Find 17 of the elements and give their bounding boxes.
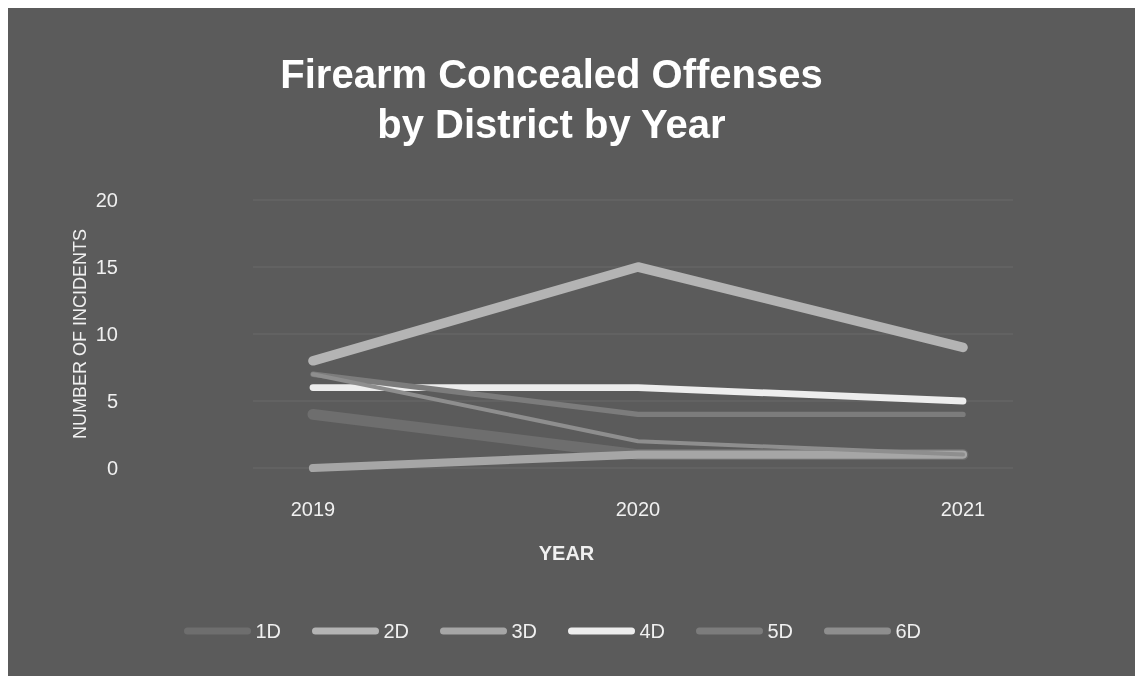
x-tick-label: 2021 [940,498,986,520]
x-tick-label: 2019 [290,498,336,520]
y-tick-label: 10 [95,323,118,345]
y-tick-label: 15 [95,256,118,278]
x-tick-label: 2020 [615,498,661,520]
y-tick-label: 5 [106,390,118,412]
x-axis-title: YEAR [538,542,595,564]
legend-label: 3D [511,620,538,642]
legend-label: 1D [255,620,282,642]
chart-title: Firearm Concealed Offenses by District by Year [280,52,823,146]
legend-label: 4D [639,620,666,642]
legend-label: 5D [767,620,794,642]
legend-label: 2D [383,620,410,642]
y-tick-label: 20 [95,189,118,211]
legend-label: 6D [895,620,922,642]
y-axis-title: NUMBER OF INCIDENTS [70,228,90,440]
y-tick-label: 0 [106,457,118,479]
